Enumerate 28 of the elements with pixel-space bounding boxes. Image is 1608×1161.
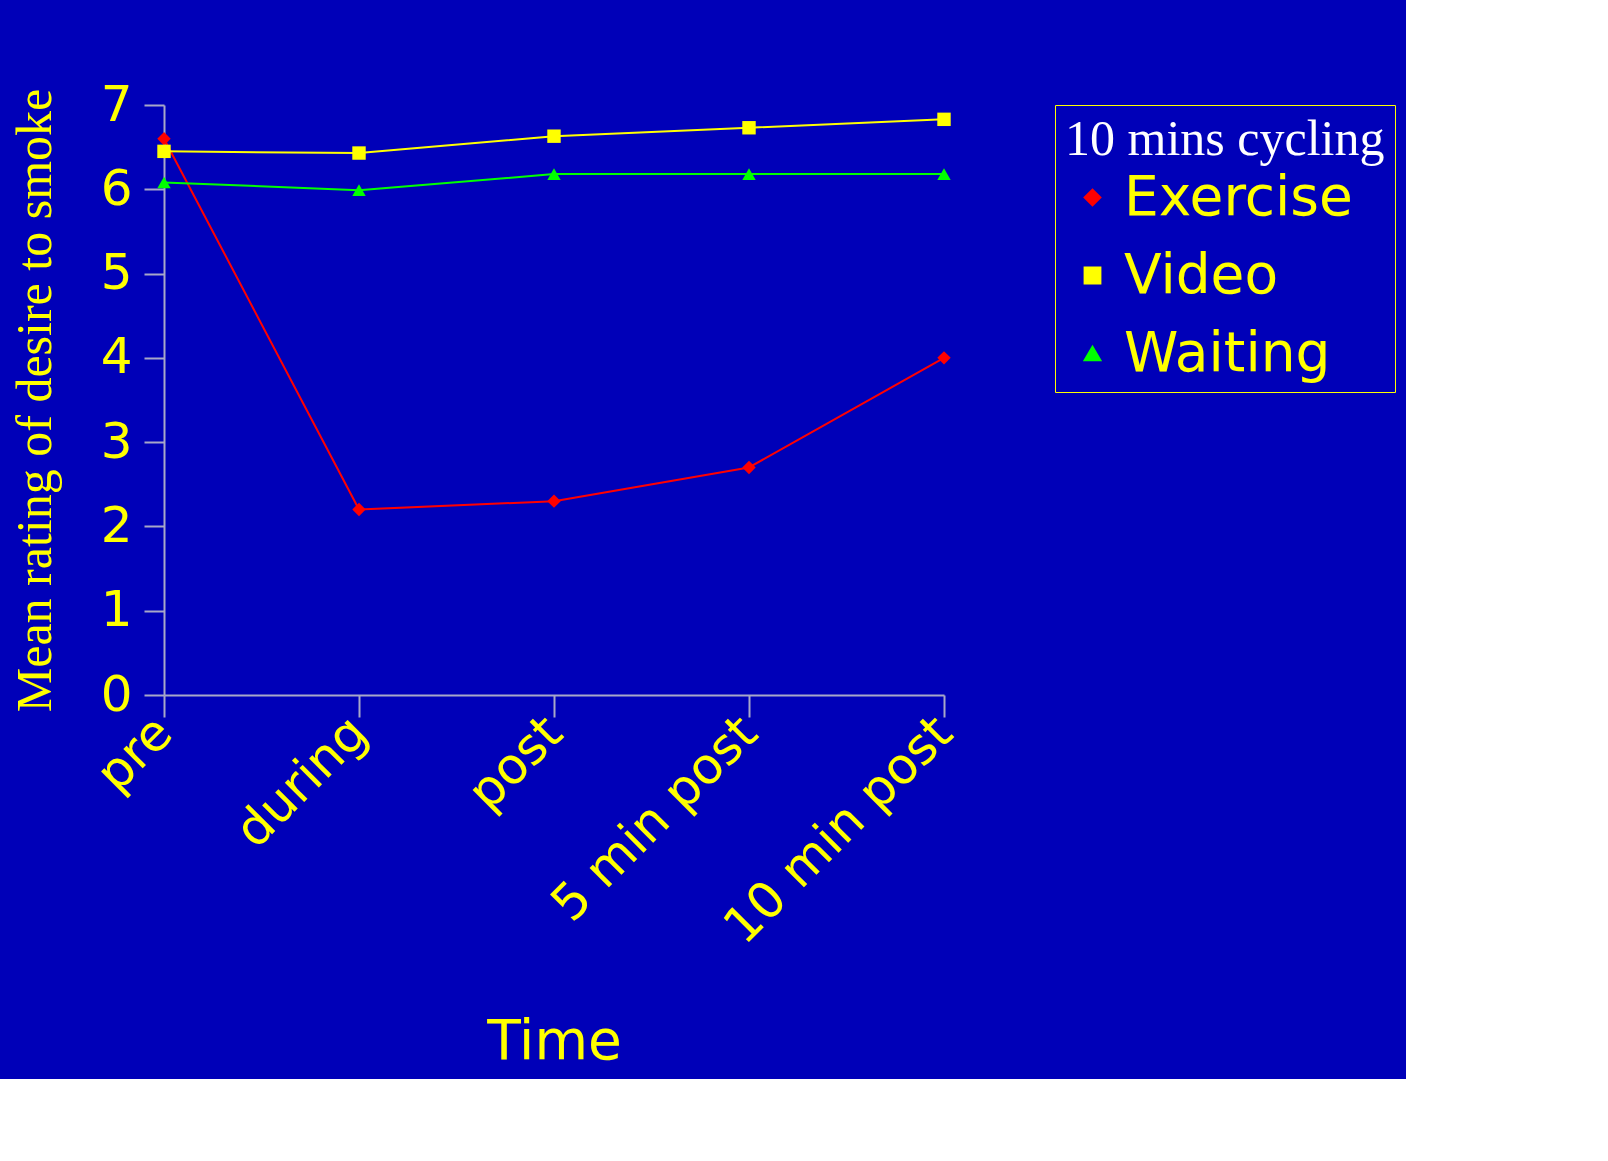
point	[352, 184, 366, 196]
y-tick-label: 7	[100, 74, 133, 133]
x-axis-title: Time	[486, 1007, 622, 1072]
point	[742, 121, 756, 135]
y-tick-label: 6	[100, 158, 133, 217]
point	[352, 502, 366, 517]
point	[547, 168, 561, 180]
y-tick-label: 5	[100, 243, 133, 302]
point	[742, 460, 756, 475]
point	[547, 494, 561, 508]
y-tick-label: 2	[100, 495, 133, 554]
point	[157, 176, 171, 189]
y-tick-label: 1	[100, 580, 133, 639]
point	[157, 132, 171, 146]
point	[937, 351, 951, 365]
point	[937, 112, 951, 127]
y-tick-label: 3	[100, 411, 133, 470]
point	[352, 146, 366, 160]
y-tick-label: 0	[100, 664, 133, 723]
legend-label: Video	[1124, 241, 1279, 306]
y-tick-label: 4	[100, 327, 133, 386]
y-axis-title: Mean rating of desire to smoke	[5, 88, 62, 713]
point	[157, 144, 171, 159]
point	[937, 168, 951, 180]
legend-title: 10 mins cycling	[1065, 110, 1385, 166]
point	[742, 168, 756, 180]
point	[547, 129, 561, 143]
legend-label: Waiting	[1124, 319, 1331, 384]
